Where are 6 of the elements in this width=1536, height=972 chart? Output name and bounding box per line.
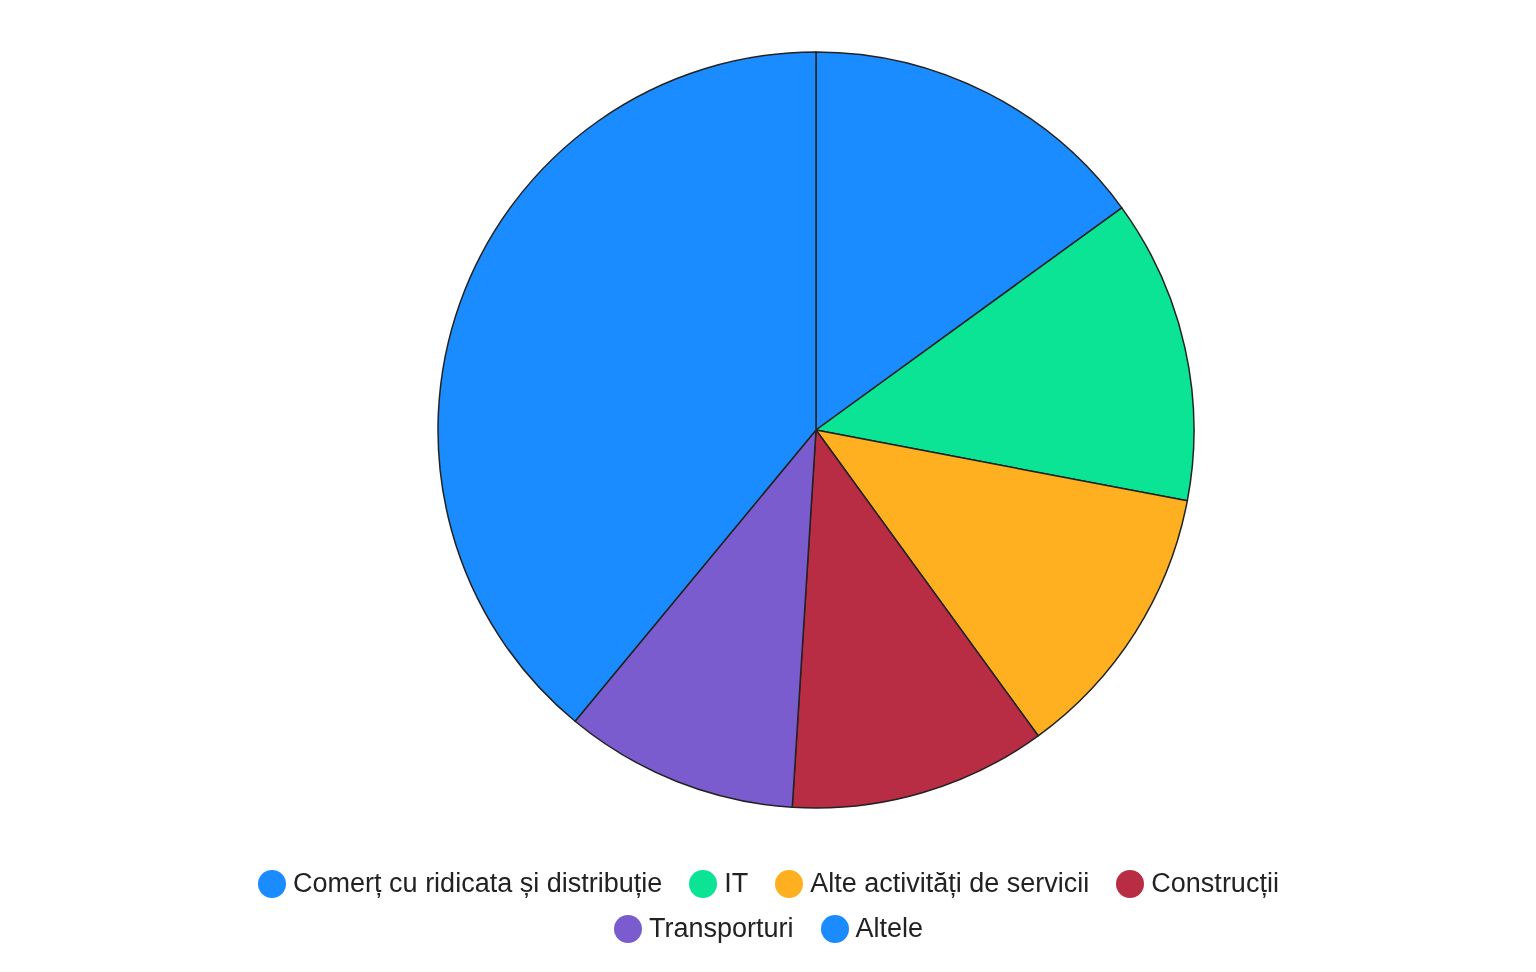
legend-label: Construcții	[1151, 868, 1279, 899]
legend-label: Altele	[855, 913, 924, 944]
legend-label: Alte activități de servicii	[810, 868, 1090, 899]
legend-label: Transporturi	[648, 913, 794, 944]
legend-label: Comerț cu ridicata și distribuție	[293, 868, 663, 899]
legend-label: IT	[724, 868, 749, 899]
